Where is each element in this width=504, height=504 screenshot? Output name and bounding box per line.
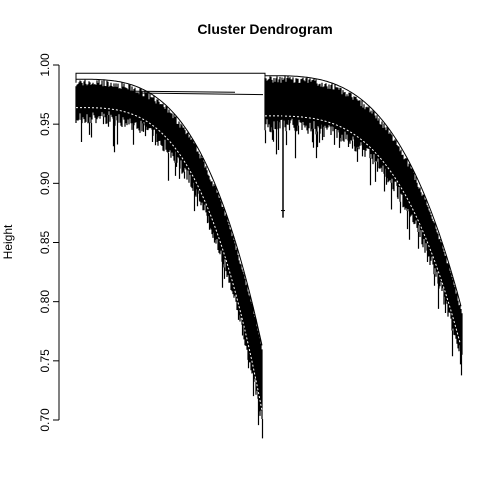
right-cluster [264,75,463,376]
y-tick-label: 0.90 [38,171,52,195]
y-tick-label: 0.70 [38,408,52,432]
y-tick-label: 0.75 [38,349,52,373]
chart-title: Cluster Dendrogram [197,21,332,37]
y-axis-label: Height [1,224,15,259]
right-cluster-inner-trace [265,115,461,343]
inner-merge-link [115,90,236,93]
root-merge-link [75,72,266,83]
dendrogram-branches [75,72,463,439]
y-axis: 1.00 0.95 0.90 0.85 0.80 0.75 0.70 [38,53,60,432]
left-cluster-upper-envelope [76,78,263,346]
right-cluster-branches [264,75,463,376]
y-tick-label: 0.95 [38,112,52,136]
left-cluster [75,78,264,439]
right-cluster-upper-envelope [265,75,462,307]
y-tick-label: 0.85 [38,230,52,254]
y-tick-label: 1.00 [38,53,52,77]
left-cluster-inner-trace [76,107,263,411]
y-tick-label: 0.80 [38,290,52,314]
left-cluster-branches [75,79,264,439]
